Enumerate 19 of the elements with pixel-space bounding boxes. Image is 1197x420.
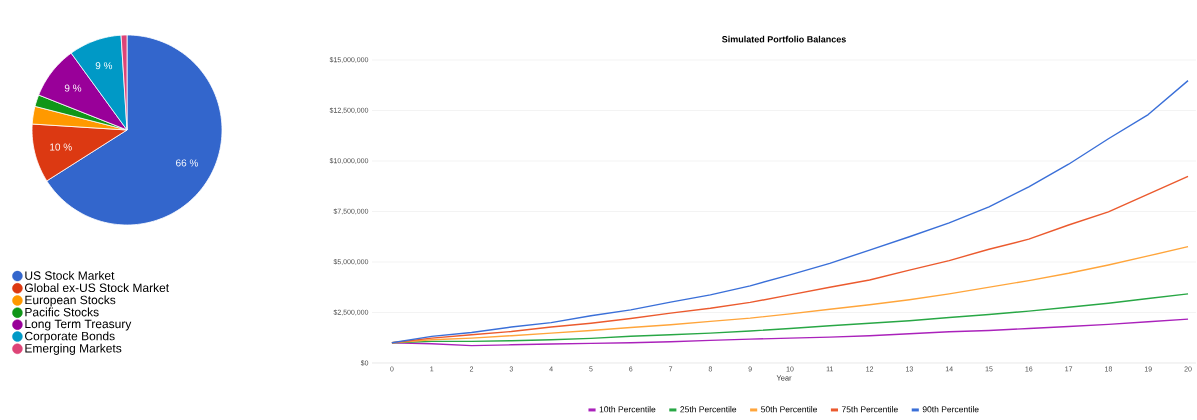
legend-label: 25th Percentile — [680, 406, 737, 413]
legend-label: 10th Percentile — [599, 406, 656, 413]
legend-label: US Stock Market — [25, 271, 115, 280]
legend-label: Long Term Treasury — [25, 319, 132, 331]
line-series — [391, 79, 1189, 344]
legend-label: 75th Percentile — [841, 406, 898, 413]
legend-label: European Stocks — [25, 295, 116, 307]
legend-label: Pacific Stocks — [25, 307, 99, 317]
legend-label: Corporate Bonds — [25, 331, 115, 343]
legend-label: Emerging Markets — [25, 343, 122, 355]
data-label: 10 % — [50, 143, 72, 151]
legend-label: Global ex-US Stock Market — [25, 283, 170, 292]
line-series — [391, 318, 1189, 347]
legend-label: 50th Percentile — [761, 406, 818, 413]
data-label: 66 % — [176, 159, 198, 167]
legend-label: 90th Percentile — [922, 406, 979, 413]
chart-title: Simulated Portfolio Balances — [722, 35, 846, 43]
data-label: 9 % — [64, 84, 82, 92]
data-label: 9 % — [95, 62, 113, 70]
